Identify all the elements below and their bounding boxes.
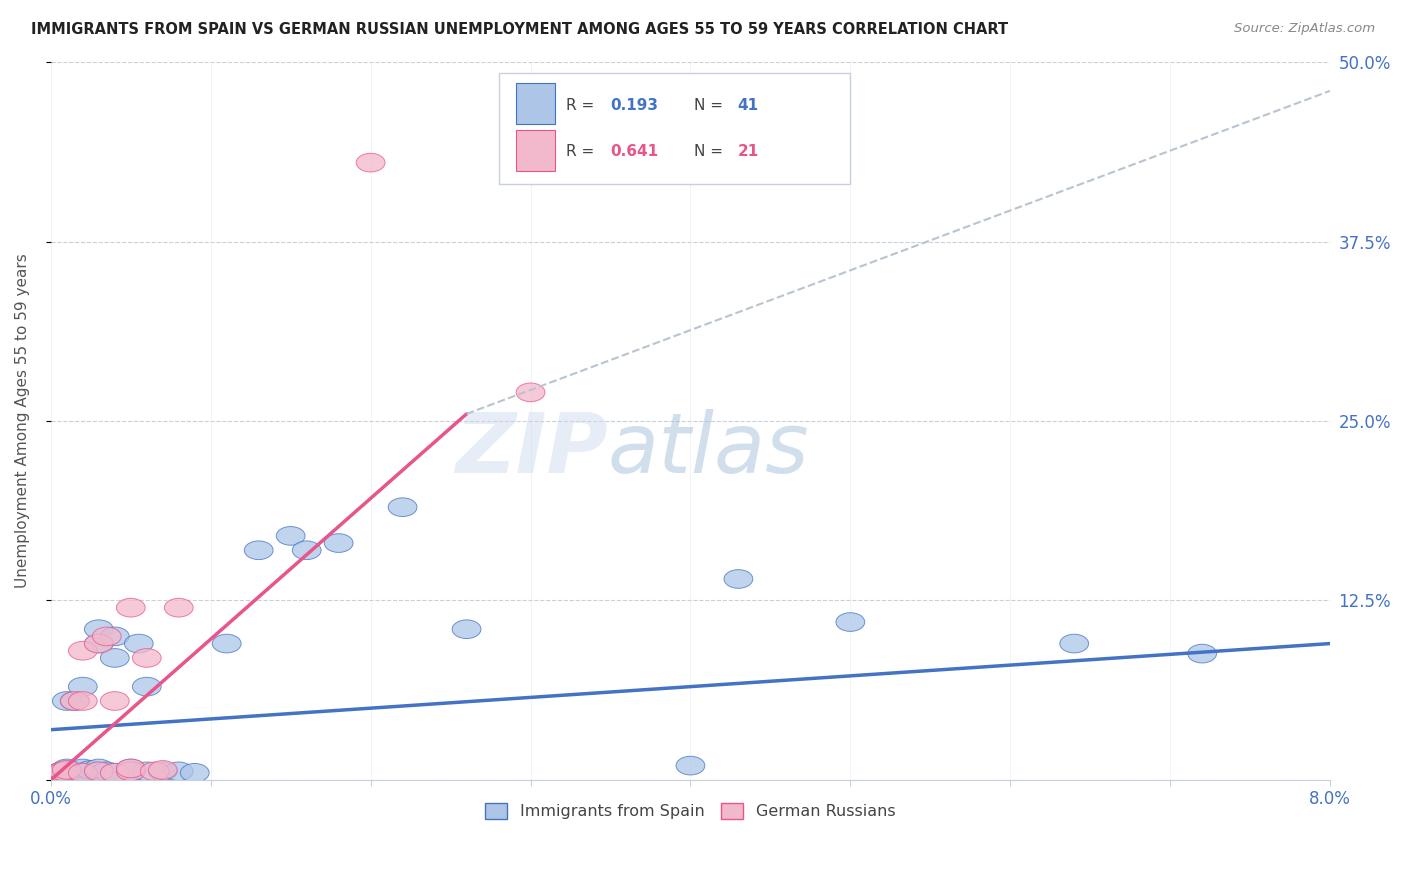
Ellipse shape [84,762,114,780]
Ellipse shape [1060,634,1088,653]
Ellipse shape [45,764,73,782]
Y-axis label: Unemployment Among Ages 55 to 59 years: Unemployment Among Ages 55 to 59 years [15,253,30,589]
Ellipse shape [100,648,129,667]
Ellipse shape [388,498,418,516]
Ellipse shape [292,541,321,559]
Text: IMMIGRANTS FROM SPAIN VS GERMAN RUSSIAN UNEMPLOYMENT AMONG AGES 55 TO 59 YEARS C: IMMIGRANTS FROM SPAIN VS GERMAN RUSSIAN … [31,22,1008,37]
Ellipse shape [60,762,89,780]
Ellipse shape [52,761,82,780]
Ellipse shape [69,764,97,782]
Ellipse shape [132,648,162,667]
Text: 41: 41 [738,98,759,113]
Ellipse shape [117,759,145,778]
Ellipse shape [212,634,240,653]
Ellipse shape [69,641,97,660]
Ellipse shape [52,764,82,782]
Ellipse shape [165,599,193,617]
Ellipse shape [93,627,121,646]
Ellipse shape [69,762,97,780]
Ellipse shape [69,691,97,710]
Ellipse shape [356,153,385,172]
FancyBboxPatch shape [516,130,555,171]
Ellipse shape [52,759,82,778]
Ellipse shape [93,762,121,780]
Ellipse shape [245,541,273,559]
Ellipse shape [60,691,89,710]
Ellipse shape [132,677,162,696]
FancyBboxPatch shape [516,83,555,124]
Ellipse shape [100,764,129,782]
Ellipse shape [84,620,114,639]
Ellipse shape [180,764,209,782]
Ellipse shape [69,759,97,778]
Text: N =: N = [695,144,728,159]
Ellipse shape [165,762,193,780]
Ellipse shape [277,526,305,545]
Text: atlas: atlas [607,409,808,491]
Ellipse shape [100,764,129,782]
Ellipse shape [84,762,114,780]
Ellipse shape [69,677,97,696]
Ellipse shape [676,756,704,775]
Ellipse shape [100,627,129,646]
Text: N =: N = [695,98,728,113]
Ellipse shape [117,762,145,780]
Ellipse shape [117,759,145,778]
Ellipse shape [60,691,89,710]
Ellipse shape [141,762,169,780]
Ellipse shape [49,762,77,780]
Ellipse shape [76,761,105,780]
Text: 21: 21 [738,144,759,159]
Text: 0.641: 0.641 [610,144,658,159]
Ellipse shape [325,533,353,552]
Text: R =: R = [567,144,599,159]
Ellipse shape [837,613,865,632]
Ellipse shape [149,762,177,780]
FancyBboxPatch shape [499,73,851,184]
Ellipse shape [724,570,752,589]
Ellipse shape [117,762,145,780]
Ellipse shape [69,764,97,782]
Ellipse shape [48,762,76,780]
Ellipse shape [45,764,73,782]
Ellipse shape [117,599,145,617]
Text: R =: R = [567,98,599,113]
Ellipse shape [52,691,82,710]
Text: Source: ZipAtlas.com: Source: ZipAtlas.com [1234,22,1375,36]
Ellipse shape [516,383,546,401]
Ellipse shape [1188,644,1216,663]
Ellipse shape [84,634,114,653]
Ellipse shape [100,691,129,710]
Ellipse shape [132,762,162,780]
Ellipse shape [453,620,481,639]
Text: ZIP: ZIP [454,409,607,491]
Legend: Immigrants from Spain, German Russians: Immigrants from Spain, German Russians [478,797,903,826]
Ellipse shape [124,634,153,653]
Ellipse shape [149,761,177,780]
Text: 0.193: 0.193 [610,98,658,113]
Ellipse shape [84,634,114,653]
Ellipse shape [52,761,82,780]
Ellipse shape [84,759,114,778]
